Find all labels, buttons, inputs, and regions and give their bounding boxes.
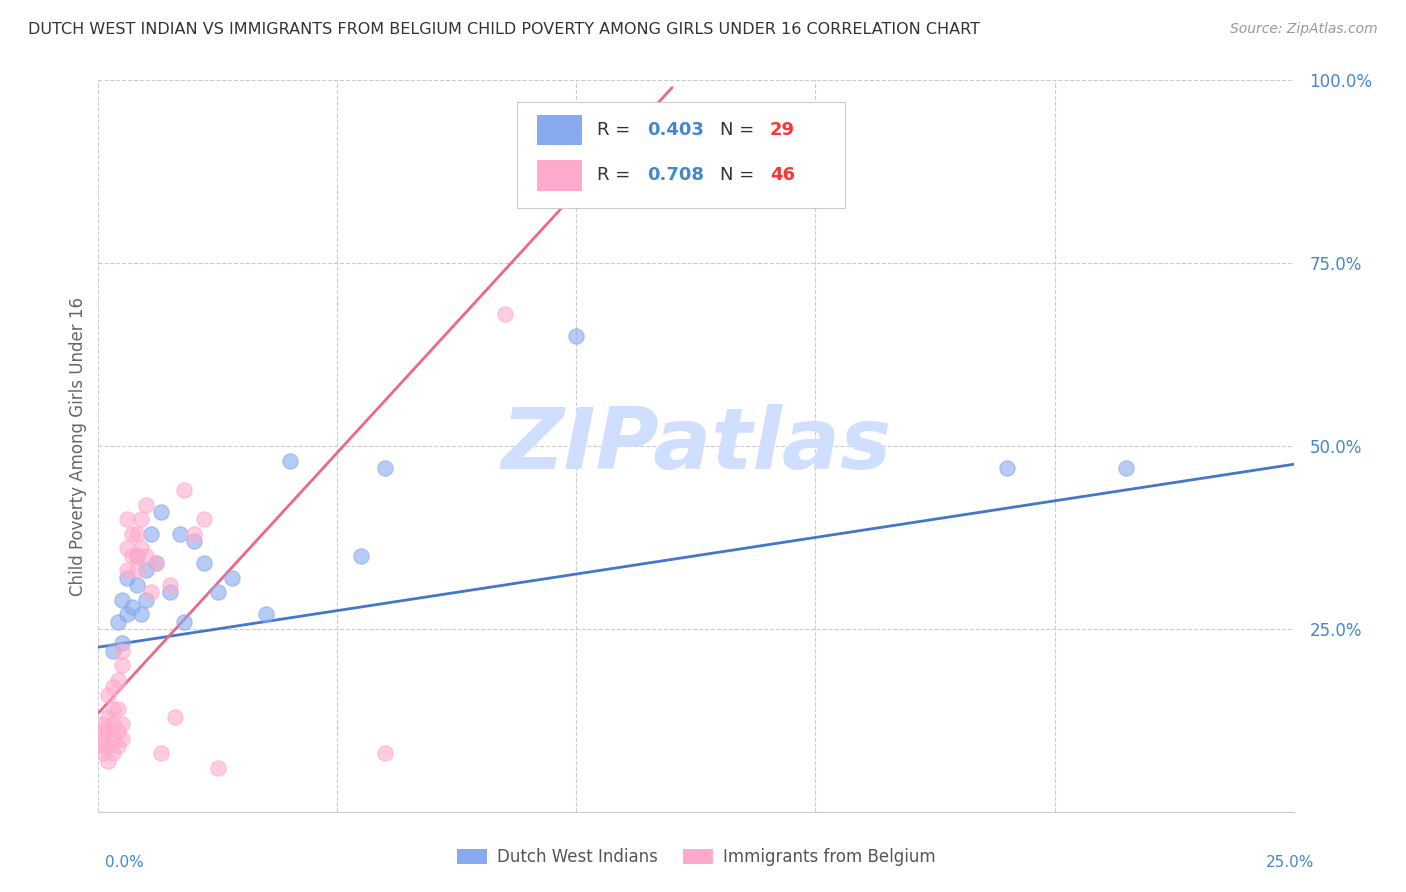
Point	[125, 563, 148, 577]
Point	[115, 607, 138, 622]
Point	[115, 512, 138, 526]
Point	[111, 717, 134, 731]
Point	[183, 526, 205, 541]
Point	[101, 644, 124, 658]
Point	[125, 526, 148, 541]
Point	[107, 673, 129, 687]
Point	[135, 498, 157, 512]
Point	[278, 453, 301, 467]
FancyBboxPatch shape	[537, 115, 582, 145]
Text: R =: R =	[596, 121, 636, 139]
Point	[125, 549, 148, 563]
Point	[107, 739, 129, 753]
Point	[565, 329, 588, 343]
Text: 0.708: 0.708	[647, 167, 704, 185]
Point	[91, 717, 114, 731]
Point	[995, 461, 1018, 475]
Point	[163, 709, 186, 723]
Point	[101, 731, 124, 746]
Legend: Dutch West Indians, Immigrants from Belgium: Dutch West Indians, Immigrants from Belg…	[450, 841, 942, 873]
Point	[101, 717, 124, 731]
Text: 25.0%: 25.0%	[1267, 855, 1315, 870]
Point	[135, 549, 157, 563]
Point	[173, 483, 195, 497]
Point	[169, 526, 191, 541]
Point	[111, 592, 134, 607]
Text: 29: 29	[770, 121, 794, 139]
Point	[121, 549, 143, 563]
Point	[97, 724, 120, 739]
Text: 0.0%: 0.0%	[105, 855, 145, 870]
Point	[91, 731, 114, 746]
Y-axis label: Child Poverty Among Girls Under 16: Child Poverty Among Girls Under 16	[69, 296, 87, 596]
Point	[1115, 461, 1137, 475]
Point	[374, 746, 396, 760]
Point	[107, 615, 129, 629]
Point	[131, 541, 153, 556]
Point	[207, 761, 229, 775]
Point	[159, 585, 181, 599]
Point	[115, 563, 138, 577]
Point	[91, 724, 114, 739]
Text: DUTCH WEST INDIAN VS IMMIGRANTS FROM BELGIUM CHILD POVERTY AMONG GIRLS UNDER 16 : DUTCH WEST INDIAN VS IMMIGRANTS FROM BEL…	[28, 22, 980, 37]
Point	[107, 702, 129, 716]
Point	[101, 702, 124, 716]
FancyBboxPatch shape	[517, 103, 845, 209]
Point	[115, 571, 138, 585]
Point	[121, 599, 143, 614]
Point	[149, 505, 172, 519]
Point	[207, 585, 229, 599]
Point	[173, 615, 195, 629]
Text: Source: ZipAtlas.com: Source: ZipAtlas.com	[1230, 22, 1378, 37]
Point	[111, 636, 134, 650]
Text: N =: N =	[720, 121, 759, 139]
Point	[131, 512, 153, 526]
Point	[135, 592, 157, 607]
Point	[193, 512, 215, 526]
Point	[145, 556, 167, 570]
Point	[131, 607, 153, 622]
Point	[121, 526, 143, 541]
Point	[97, 754, 120, 768]
Point	[107, 724, 129, 739]
Point	[97, 709, 120, 723]
Point	[111, 658, 134, 673]
Point	[111, 731, 134, 746]
Point	[145, 556, 167, 570]
Text: R =: R =	[596, 167, 636, 185]
Point	[149, 746, 172, 760]
Point	[139, 526, 162, 541]
Text: ZIPatlas: ZIPatlas	[501, 404, 891, 488]
Point	[254, 607, 277, 622]
Point	[125, 578, 148, 592]
Point	[374, 461, 396, 475]
Point	[183, 534, 205, 549]
Point	[91, 746, 114, 760]
FancyBboxPatch shape	[537, 160, 582, 191]
Point	[115, 541, 138, 556]
Text: 0.403: 0.403	[647, 121, 704, 139]
Point	[97, 739, 120, 753]
Point	[125, 549, 148, 563]
Point	[91, 739, 114, 753]
Point	[139, 585, 162, 599]
Point	[101, 681, 124, 695]
Point	[350, 549, 373, 563]
Point	[494, 307, 516, 321]
Point	[193, 556, 215, 570]
Text: 46: 46	[770, 167, 794, 185]
Point	[221, 571, 243, 585]
Point	[159, 578, 181, 592]
Point	[111, 644, 134, 658]
Point	[101, 746, 124, 760]
Text: N =: N =	[720, 167, 759, 185]
Point	[97, 688, 120, 702]
Point	[135, 563, 157, 577]
